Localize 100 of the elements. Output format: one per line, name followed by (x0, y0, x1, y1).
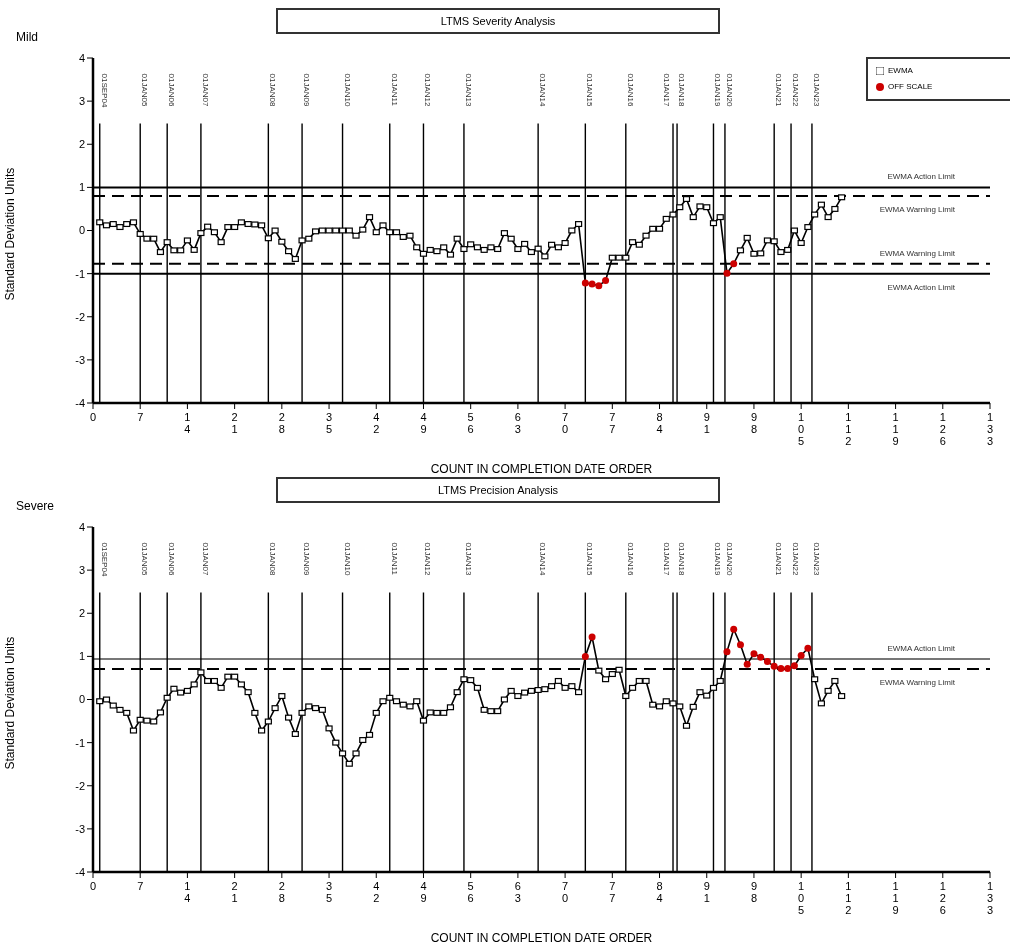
point (777, 664, 785, 672)
x-tick-label: 8 4 (656, 411, 663, 435)
y-tick-label: -1 (75, 736, 85, 749)
ref-line-label: 01JAN21 (774, 73, 784, 108)
ref-line-label: 01JAN17 (662, 73, 672, 108)
y-tick-label: 1 (78, 650, 85, 663)
point (797, 652, 805, 660)
ref-line-label: 01JAN20 (724, 542, 734, 577)
x-tick-label: 1 3 3 (986, 880, 994, 916)
x-tick-label: 5 6 (467, 880, 474, 904)
ref-line-label: EWMA Action Limit (887, 643, 956, 653)
y-tick-label: -4 (75, 865, 85, 878)
ref-line-label: EWMA Warning Limit (879, 205, 956, 214)
y-tick-label: 3 (78, 564, 85, 577)
x-tick-label: 9 8 (750, 411, 758, 435)
point (730, 625, 738, 633)
x-tick-label: 1 3 3 (986, 411, 994, 447)
ref-line-label: 01JAN22 (791, 73, 801, 108)
x-tick-label: 6 3 (514, 411, 521, 435)
ref-line-label: 01JAN16 (625, 73, 635, 108)
text: Severe (16, 499, 55, 513)
x-tick-label: 9 1 (703, 880, 710, 904)
y-tick-label: -2 (75, 779, 85, 792)
point (588, 280, 596, 288)
x-axis-title: COUNT IN COMPLETION DATE ORDER (430, 462, 653, 476)
ref-line-label: 01JAN13 (463, 542, 473, 577)
x-tick-label: 7 7 (609, 880, 616, 904)
ref-line-label: 01JAN23 (811, 73, 821, 108)
ref-line-label: 01JAN21 (774, 542, 784, 577)
point (790, 662, 798, 670)
x-tick-label: 8 4 (656, 880, 663, 904)
x-tick-label: 7 0 (562, 880, 569, 904)
y-tick-label: 0 (78, 224, 85, 237)
point (723, 269, 731, 277)
x-tick-label: 7 7 (609, 411, 616, 435)
point (784, 664, 792, 672)
y-tick-label: 0 (78, 693, 85, 706)
ref-line-label: 01JAN15 (585, 73, 595, 108)
x-tick-label: 7 (137, 880, 144, 892)
x-tick-label: 3 5 (325, 411, 333, 435)
chart-title: LTMS Precision Analysis (276, 477, 720, 503)
x-tick-label: 2 8 (278, 411, 285, 435)
ref-line-label: 01JAN05 (140, 73, 150, 108)
x-tick-label: 2 8 (278, 880, 285, 904)
legend-label: EWMA (888, 66, 913, 75)
y-tick-label: -3 (75, 353, 85, 366)
point (723, 648, 731, 656)
x-tick-label: 1 0 5 (798, 880, 805, 916)
y-tick-label: -2 (75, 310, 85, 323)
x-tick-label: 1 1 2 (845, 411, 852, 447)
point (602, 277, 610, 285)
x-tick-label: 2 1 (231, 880, 238, 904)
chart-title: LTMS Severity Analysis (276, 8, 720, 34)
x-axis-title: COUNT IN COMPLETION DATE ORDER (430, 931, 653, 945)
ref-line-label: 01JAN07 (200, 73, 210, 108)
y-tick-label: 4 (78, 51, 85, 64)
point (595, 282, 603, 290)
x-tick-label: 1 1 9 (892, 411, 899, 447)
ref-line-label: 01JAN08 (268, 73, 278, 108)
point (804, 644, 812, 652)
x-tick-label: 4 2 (373, 880, 380, 904)
text: Mild (16, 30, 39, 44)
x-tick-label: 7 0 (562, 411, 569, 435)
y-tick-label: -3 (75, 822, 85, 835)
x-tick-label: 3 5 (325, 880, 333, 904)
y-axis-title: Standard Deviation Units (3, 636, 18, 770)
ref-line-label: 01JAN17 (662, 542, 672, 577)
ref-line-label: EWMA Warning Limit (879, 248, 956, 258)
point (743, 660, 751, 668)
x-tick-label: 1 2 6 (939, 411, 946, 447)
ref-line-label: 01JAN09 (302, 73, 312, 108)
x-tick-label: 4 9 (420, 880, 427, 904)
ref-line-label: 01JAN20 (724, 73, 734, 108)
point (581, 652, 589, 660)
ref-line-label: 01JAN11 (389, 73, 399, 107)
y-tick-label: -1 (75, 267, 85, 280)
y-tick-label: 2 (78, 138, 85, 151)
ref-line-label: 01JAN11 (389, 542, 399, 576)
ref-line-label: 01SEP04 (99, 73, 109, 108)
x-tick-label: 0 (89, 411, 97, 423)
x-tick-label: 9 1 (703, 411, 710, 435)
point (770, 662, 778, 670)
ref-line-label: 01JAN05 (140, 542, 150, 577)
ref-line-label: 01JAN10 (342, 73, 352, 108)
x-tick-label: 4 9 (420, 411, 427, 435)
ref-line-label: 01JAN12 (423, 73, 433, 108)
x-tick-label: 4 2 (373, 411, 380, 435)
ref-line-label: 01JAN12 (423, 542, 433, 577)
ref-line-label: 01JAN09 (302, 542, 312, 577)
ref-line-label: 01JAN07 (200, 542, 210, 577)
ref-line-label: 01JAN08 (268, 542, 278, 577)
ref-line-label: 01JAN18 (677, 542, 687, 577)
y-axis-title: Standard Deviation Units (3, 167, 18, 301)
y-tick-label: 4 (78, 520, 85, 533)
point (736, 641, 744, 649)
x-tick-label: 1 1 2 (845, 880, 852, 916)
point (750, 650, 758, 658)
y-tick-label: 3 (78, 95, 85, 108)
ref-line-label: EWMA Warning Limit (879, 677, 956, 687)
point (730, 260, 738, 268)
